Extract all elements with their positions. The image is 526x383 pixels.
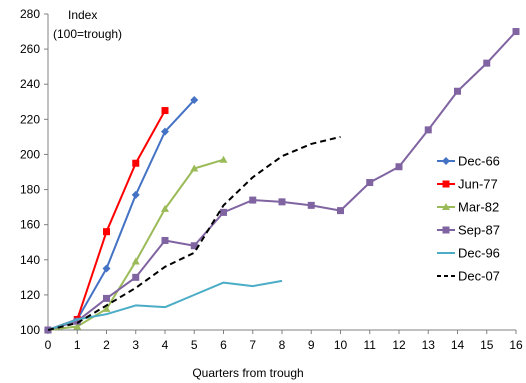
y-axis-label-line1: Index [68, 8, 97, 22]
data-point [102, 264, 111, 273]
x-tick-label: 0 [45, 338, 52, 352]
x-tick-label: 6 [220, 338, 227, 352]
legend: Dec-66 Jun-77 Mar-82 Sep-87 Dec-96 Dec-07 [437, 154, 500, 284]
data-point [103, 228, 110, 236]
data-point [220, 208, 227, 216]
legend-item: Dec-07 [437, 269, 500, 284]
x-tick-label: 16 [509, 338, 523, 352]
x-tick-label: 13 [422, 338, 436, 352]
x-tick-label: 4 [162, 338, 169, 352]
data-point [131, 190, 140, 199]
x-tick-label: 10 [334, 338, 348, 352]
y-tick-label: 260 [20, 42, 40, 56]
x-tick-label: 2 [103, 338, 110, 352]
data-point [249, 196, 257, 204]
legend-label: Mar-82 [458, 200, 499, 215]
data-point [73, 317, 81, 325]
data-point [103, 294, 110, 302]
y-tick-label: 140 [20, 253, 40, 267]
legend-item: Dec-96 [437, 246, 500, 261]
series-dec-07 [47, 135, 341, 331]
data-point [512, 28, 520, 36]
legend-label: Dec-07 [458, 269, 500, 284]
y-axis-label-line2: (100=trough) [53, 27, 122, 41]
series-sep-87 [44, 28, 520, 334]
legend-label: Dec-96 [458, 246, 500, 261]
x-tick-label: 1 [74, 338, 81, 352]
legend-label: Sep-87 [458, 223, 500, 238]
data-point [366, 179, 374, 187]
data-point [442, 157, 450, 165]
x-tick-label: 11 [364, 338, 377, 352]
data-point [73, 322, 82, 330]
series-dec-66 [44, 96, 199, 334]
data-point [190, 242, 198, 250]
data-point [161, 236, 169, 244]
data-point [131, 257, 140, 265]
x-tick-label: 12 [392, 338, 406, 352]
data-point [278, 198, 286, 206]
data-point [190, 164, 199, 172]
legend-item: Dec-66 [437, 154, 500, 169]
data-point [442, 226, 450, 234]
data-point [483, 59, 491, 67]
x-tick-label: 14 [451, 338, 465, 352]
legend-item: Sep-87 [437, 223, 500, 238]
data-point [442, 203, 450, 210]
y-tick-label: 120 [20, 288, 40, 302]
series-mar-82 [44, 155, 228, 333]
x-axis-label: Quarters from trough [192, 366, 303, 380]
y-tick-label: 180 [20, 183, 40, 197]
x-tick-label: 5 [191, 338, 198, 352]
x-tick-label: 7 [249, 338, 256, 352]
data-point [219, 155, 228, 163]
x-tick-label: 3 [132, 338, 139, 352]
data-point [424, 126, 432, 134]
y-tick-label: 100 [20, 323, 40, 337]
y-tick-label: 240 [20, 77, 40, 91]
data-point [161, 204, 169, 212]
data-point [161, 127, 169, 136]
legend-label: Dec-66 [458, 154, 500, 169]
x-tick-label: 8 [279, 338, 286, 352]
legend-label: Jun-77 [458, 177, 498, 192]
legend-item: Jun-77 [437, 177, 498, 192]
data-point [132, 273, 140, 281]
data-point [454, 87, 461, 95]
y-tick-label: 280 [20, 7, 40, 21]
data-point [132, 159, 140, 167]
series-group [44, 28, 520, 334]
y-tick-label: 160 [20, 218, 40, 232]
x-tick-label: 15 [480, 338, 494, 352]
data-point [442, 180, 450, 188]
y-tick-label: 220 [20, 112, 40, 126]
data-point [307, 201, 315, 209]
data-point [161, 107, 169, 115]
data-point [395, 163, 403, 171]
data-point [190, 96, 199, 105]
data-point [337, 207, 344, 215]
data-point [102, 304, 111, 312]
legend-item: Mar-82 [437, 200, 499, 215]
series-line [47, 135, 341, 331]
y-tick-label: 200 [20, 147, 40, 161]
x-tick-label: 9 [308, 338, 315, 352]
